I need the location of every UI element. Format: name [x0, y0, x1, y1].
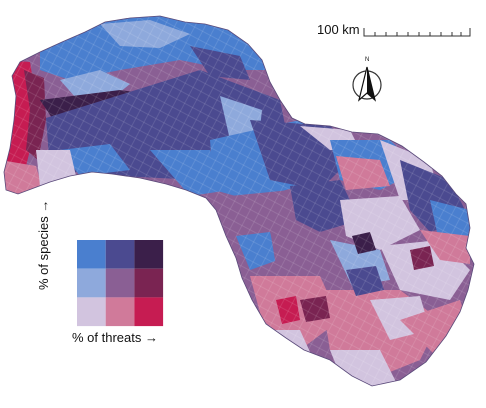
legend-x-axis-label: % of threats → [72, 330, 158, 345]
north-arrow-icon [352, 66, 382, 102]
scale-bar-label: 100 km [317, 22, 360, 37]
scale-bar-line [363, 28, 471, 37]
legend-y-axis-label: % of species → [36, 199, 51, 290]
legend-swatch [77, 297, 106, 327]
legend-swatch [134, 268, 164, 298]
legend-swatch [105, 240, 135, 269]
legend-grid [77, 240, 164, 327]
legend-swatch [77, 268, 106, 298]
legend-swatch [77, 240, 106, 269]
legend-swatch [105, 268, 135, 298]
legend-swatch [105, 297, 135, 327]
legend-swatch [134, 297, 164, 327]
north-arrow-letter: N [365, 57, 370, 63]
basin-outline [3, 15, 475, 387]
scale-bar [363, 28, 471, 37]
scale-bar-ticks [374, 32, 462, 36]
legend-swatch [134, 240, 164, 269]
